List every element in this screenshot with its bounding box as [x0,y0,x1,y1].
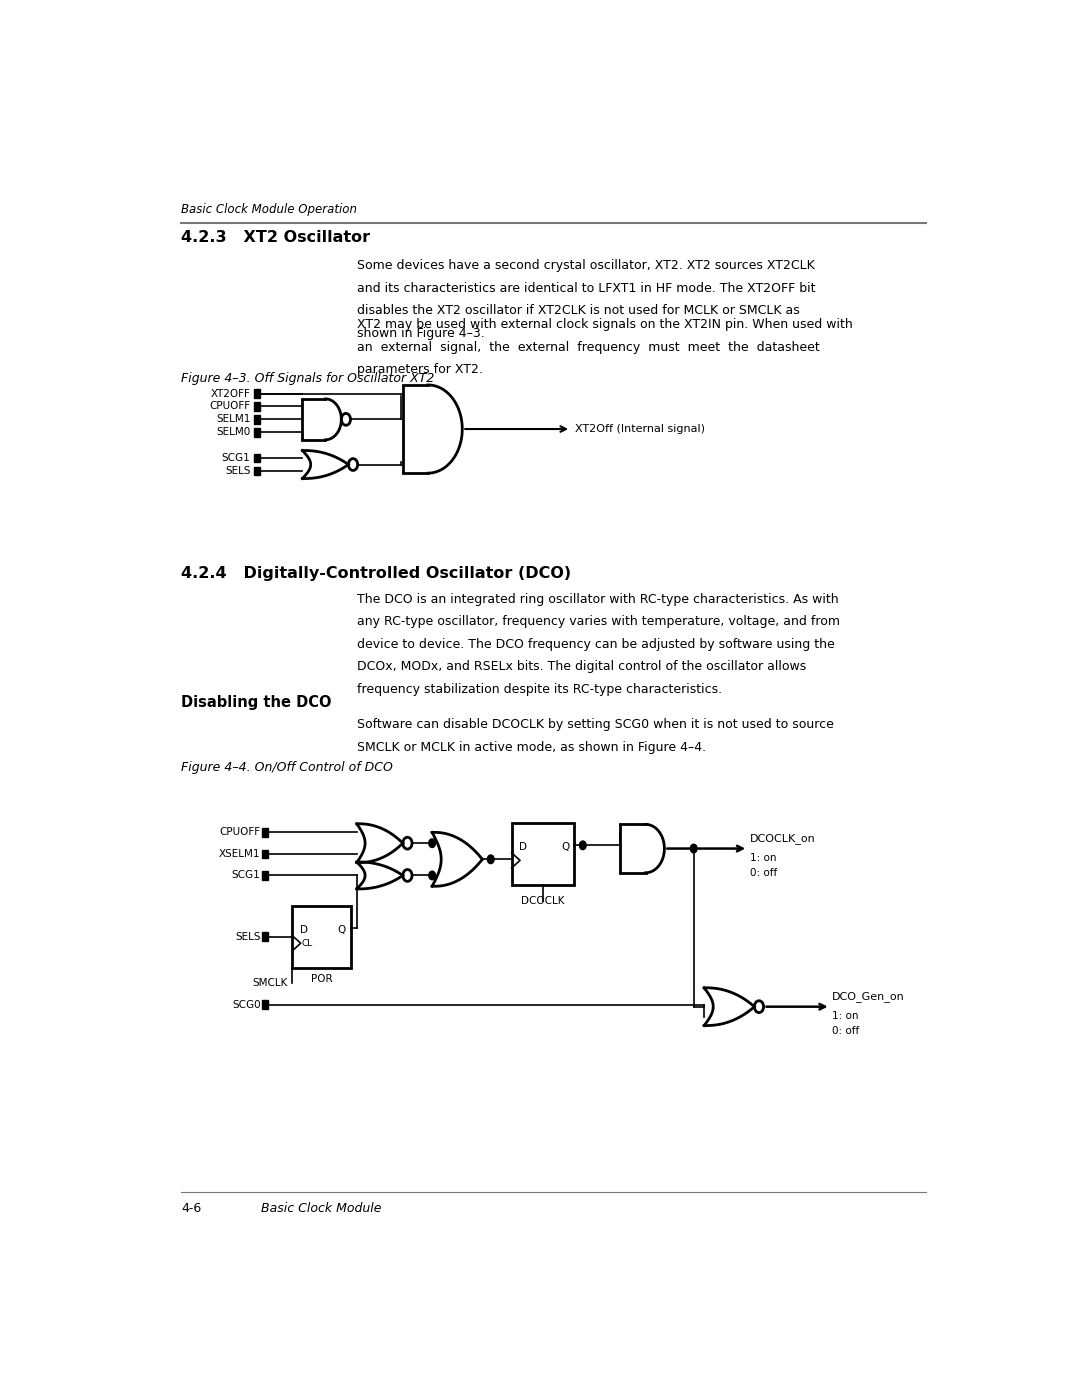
Text: 1: on: 1: on [750,852,777,863]
Text: Disabling the DCO: Disabling the DCO [181,694,332,710]
Text: Basic Clock Module Operation: Basic Clock Module Operation [181,203,357,217]
Text: 4.2.4   Digitally-Controlled Oscillator (DCO): 4.2.4 Digitally-Controlled Oscillator (D… [181,566,571,581]
Text: Figure 4–4. On/Off Control of DCO: Figure 4–4. On/Off Control of DCO [181,761,393,774]
Circle shape [580,841,586,849]
Text: Figure 4–3. Off Signals for Oscillator XT2: Figure 4–3. Off Signals for Oscillator X… [181,372,434,386]
Text: SCG1: SCG1 [221,453,251,462]
Text: CPUOFF: CPUOFF [210,401,251,412]
Text: XT2Off (Internal signal): XT2Off (Internal signal) [576,425,705,434]
Text: CPUOFF: CPUOFF [219,827,260,837]
Bar [262,849,268,858]
Bar [254,454,259,462]
Text: Some devices have a second crystal oscillator, XT2. XT2 sources XT2CLK: Some devices have a second crystal oscil… [356,258,814,272]
Text: 1: on: 1: on [833,1011,859,1021]
Text: DCOx, MODx, and RSELx bits. The digital control of the oscillator allows: DCOx, MODx, and RSELx bits. The digital … [356,661,806,673]
Text: SELM0: SELM0 [216,427,251,437]
Text: SCG0: SCG0 [232,999,260,1010]
Text: XSELM1: XSELM1 [219,849,260,859]
Text: DCOCLK: DCOCLK [522,895,565,905]
Text: SMCLK or MCLK in active mode, as shown in Figure 4–4.: SMCLK or MCLK in active mode, as shown i… [356,740,706,754]
Bar [512,823,575,886]
Text: SCG1: SCG1 [232,870,260,880]
Text: CL: CL [301,939,313,947]
Text: Q: Q [338,925,346,936]
Text: DCO_Gen_on: DCO_Gen_on [833,992,905,1003]
Text: D: D [300,925,308,936]
Text: SELM1: SELM1 [216,415,251,425]
Text: 4-6: 4-6 [181,1203,201,1215]
Circle shape [429,872,435,880]
Bar [254,402,259,411]
Text: SELS: SELS [225,467,251,476]
Bar [262,932,268,942]
Text: SELS: SELS [235,932,260,942]
Bar [262,828,268,837]
Text: Software can disable DCOCLK by setting SCG0 when it is not used to source: Software can disable DCOCLK by setting S… [356,718,834,732]
Text: 4.2.3   XT2 Oscillator: 4.2.3 XT2 Oscillator [181,231,370,244]
Bar [293,905,351,968]
Bar [262,872,268,880]
Text: DCOCLK_on: DCOCLK_on [750,834,815,844]
Bar [254,427,259,437]
Bar [254,390,259,398]
Circle shape [429,838,435,848]
Text: 0: off: 0: off [750,868,777,877]
Text: device to device. The DCO frequency can be adjusted by software using the: device to device. The DCO frequency can … [356,637,835,651]
Text: disables the XT2 oscillator if XT2CLK is not used for MCLK or SMCLK as: disables the XT2 oscillator if XT2CLK is… [356,305,799,317]
Text: Basic Clock Module: Basic Clock Module [260,1203,381,1215]
Circle shape [690,844,697,852]
Text: frequency stabilization despite its RC-type characteristics.: frequency stabilization despite its RC-t… [356,683,721,696]
Bar [254,467,259,475]
Text: shown in Figure 4–3.: shown in Figure 4–3. [356,327,485,339]
Text: POR: POR [311,975,333,985]
Text: The DCO is an integrated ring oscillator with RC-type characteristics. As with: The DCO is an integrated ring oscillator… [356,592,838,605]
Text: Q: Q [561,842,569,852]
Bar [262,1000,268,1009]
Text: and its characteristics are identical to LFXT1 in HF mode. The XT2OFF bit: and its characteristics are identical to… [356,282,815,295]
Text: parameters for XT2.: parameters for XT2. [356,363,483,376]
Text: an  external  signal,  the  external  frequency  must  meet  the  datasheet: an external signal, the external frequen… [356,341,820,353]
Text: 0: off: 0: off [833,1025,860,1037]
Bar [254,415,259,423]
Text: SMCLK: SMCLK [253,978,288,988]
Text: D: D [519,842,527,852]
Text: any RC-type oscillator, frequency varies with temperature, voltage, and from: any RC-type oscillator, frequency varies… [356,615,840,629]
Text: XT2 may be used with external clock signals on the XT2IN pin. When used with: XT2 may be used with external clock sign… [356,319,852,331]
Circle shape [487,855,494,863]
Text: XT2OFF: XT2OFF [211,388,251,398]
